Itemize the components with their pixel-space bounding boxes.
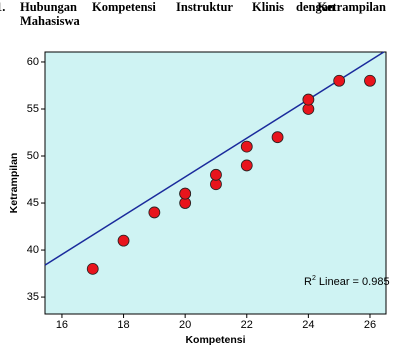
x-tick-label: 20 (179, 319, 191, 331)
y-tick-label: 50 (27, 150, 39, 162)
point (86, 262, 99, 275)
x-axis-title: Kompetensi (185, 334, 245, 346)
point (302, 93, 315, 106)
x-tick-label: 22 (241, 319, 253, 331)
y-tick-label: 60 (27, 56, 39, 68)
heading-word: Ketrampilan (317, 0, 386, 14)
x-tick-label: 26 (364, 319, 376, 331)
point (210, 168, 222, 181)
x-tick-label: 18 (117, 319, 129, 331)
point (271, 131, 284, 144)
heading-word: dengan (296, 0, 335, 14)
point (148, 206, 161, 219)
x-tick-label: 16 (56, 319, 68, 331)
point (364, 74, 376, 87)
y-tick-label: 40 (27, 244, 39, 256)
y-tick-label: 35 (27, 291, 39, 303)
x-tick-label: 24 (302, 319, 314, 331)
point (333, 74, 346, 87)
r-squared-sup: 2 (312, 275, 316, 282)
y-tick-label: 45 (27, 197, 39, 209)
point (179, 187, 192, 200)
point (240, 140, 253, 153)
r-squared-text: Linear = 0.985 (316, 276, 390, 288)
heading-word: Klinis (252, 0, 284, 14)
point (240, 159, 253, 172)
heading-word: Kompetensi (92, 0, 156, 14)
fit-line (44, 51, 385, 266)
y-axis-title: Ketrampilan (8, 153, 20, 214)
y-tick-label: 55 (27, 103, 39, 115)
heading-word: Instruktur (176, 0, 233, 14)
heading-number: 1. (0, 0, 5, 14)
point (117, 234, 130, 247)
r-squared-annotation: R2 Linear = 0.985 (304, 275, 390, 288)
heading-word: Mahasiswa (20, 14, 80, 28)
r-squared-base: R (304, 276, 312, 288)
heading-word: Hubungan (20, 0, 77, 14)
